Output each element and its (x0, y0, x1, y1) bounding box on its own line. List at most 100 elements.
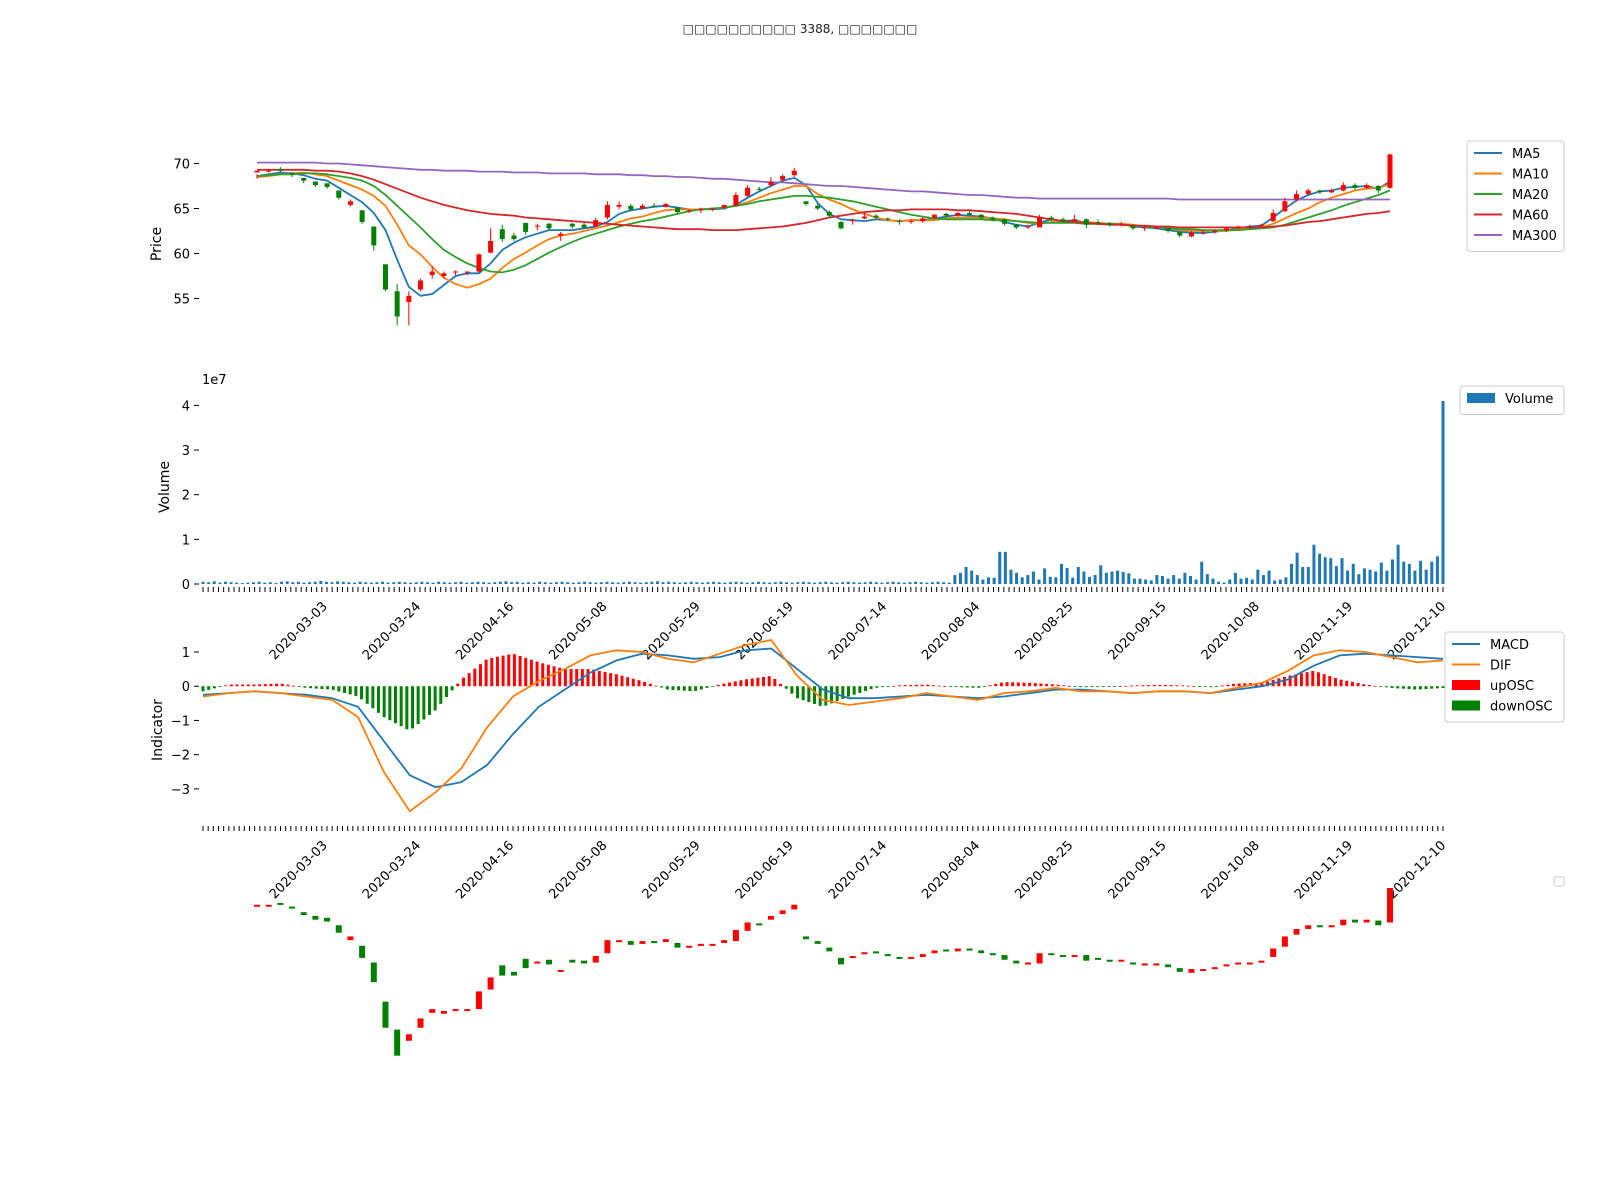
up-osc-bar (1028, 682, 1032, 687)
volume-bar (1082, 571, 1086, 584)
candle-body (745, 187, 751, 196)
volume-bar (678, 582, 682, 584)
volume-bar (1138, 578, 1142, 584)
legend-label-volume: Volume (1505, 392, 1553, 407)
price-bar (370, 962, 377, 983)
volume-xtick-label: 2020-06-19 (733, 599, 797, 663)
candle-body (1223, 228, 1229, 231)
volume-bar (319, 580, 323, 584)
candle-body (838, 222, 844, 229)
volume-bar (369, 582, 373, 584)
down-osc-bar (886, 686, 890, 688)
price-bar (335, 925, 342, 933)
down-osc-bar (660, 686, 664, 688)
price-bar (254, 904, 260, 907)
up-osc-bar (1181, 685, 1185, 687)
volume-bar (1071, 577, 1075, 584)
volume-bar (207, 582, 211, 584)
volume-bar (1116, 570, 1120, 584)
up-osc-bar (524, 657, 528, 687)
price-bar (277, 902, 284, 905)
volume-bar (515, 581, 519, 584)
down-osc-bar (960, 686, 964, 688)
up-osc-bar (994, 683, 998, 687)
candle-body (254, 170, 260, 173)
candle-body (908, 221, 914, 223)
up-osc-bar (235, 684, 239, 687)
candle-body (534, 225, 540, 227)
up-osc-bar (1345, 680, 1349, 687)
down-osc-bar (1435, 686, 1439, 689)
volume-bar (644, 582, 648, 584)
price-bar (838, 957, 845, 965)
down-osc-bar (337, 686, 341, 692)
volume-bar (566, 582, 570, 584)
candle-body (1375, 186, 1381, 191)
candle-body (301, 177, 307, 181)
volume-bar (235, 582, 239, 584)
volume-bar (291, 582, 295, 584)
candle-body (686, 210, 692, 212)
price-bar (546, 959, 553, 965)
down-osc-bar (863, 686, 867, 691)
up-osc-bar (292, 685, 296, 687)
volume-bar (1318, 553, 1322, 584)
up-osc-bar (762, 676, 766, 687)
volume-bar (1144, 579, 1148, 584)
up-osc-bar (767, 676, 771, 687)
volume-bar (790, 582, 794, 584)
legend-label-downosc: downOSC (1490, 700, 1553, 715)
price-bar (744, 922, 751, 931)
up-osc-bar (926, 684, 930, 687)
volume-bar (414, 582, 418, 584)
up-osc-bar (903, 685, 907, 687)
candle-body (850, 220, 856, 222)
volume-bar (846, 581, 850, 584)
volume-bar (1043, 568, 1047, 584)
indicator-xtick-label: 2020-08-04 (919, 838, 983, 902)
down-osc-bar (824, 686, 828, 706)
candle-body (815, 205, 821, 209)
volume-bar (667, 581, 671, 584)
price-bar (1351, 919, 1358, 923)
volume-bar (493, 582, 497, 584)
down-osc-bar (201, 686, 205, 692)
down-osc-bar (1413, 686, 1417, 690)
up-osc-bar (773, 678, 777, 687)
price-bar (569, 959, 576, 963)
candle-body (1118, 223, 1124, 225)
volume-bar (1385, 570, 1389, 584)
up-osc-bar (1328, 676, 1332, 687)
down-osc-bar (444, 686, 448, 698)
volume-bar (437, 581, 441, 584)
candle-body (1329, 190, 1335, 193)
volume-xtick-label: 2020-03-24 (360, 599, 424, 663)
price-bar (1001, 955, 1008, 960)
price-bar (802, 936, 809, 940)
volume-bar (392, 582, 396, 584)
candle-body (453, 271, 459, 273)
price-bar (1130, 962, 1137, 965)
price-bar (651, 941, 658, 944)
price-bar (1211, 967, 1218, 970)
up-osc-bar (546, 664, 550, 687)
volume-bar (807, 582, 811, 584)
price-bar (1153, 963, 1160, 966)
volume-ytick-label: 0 (182, 578, 190, 593)
volume-bar (930, 582, 934, 584)
price-bar (417, 1018, 424, 1028)
candle-body (628, 205, 634, 210)
volume-xtick-label: 2020-08-04 (919, 599, 983, 663)
volume-bar (1205, 574, 1209, 584)
volume-bar (381, 581, 385, 584)
legend-label-ma60: MA60 (1512, 209, 1549, 224)
price-bar (1246, 962, 1253, 965)
volume-bar (1189, 575, 1193, 584)
indicator-ytick-label: 0 (182, 680, 190, 695)
down-osc-bar (1407, 686, 1411, 690)
volume-bar (1239, 578, 1243, 584)
up-osc-bar (1169, 685, 1173, 687)
volume-bar (1278, 579, 1282, 584)
candle-body (978, 214, 984, 218)
price-bar (440, 1010, 447, 1014)
